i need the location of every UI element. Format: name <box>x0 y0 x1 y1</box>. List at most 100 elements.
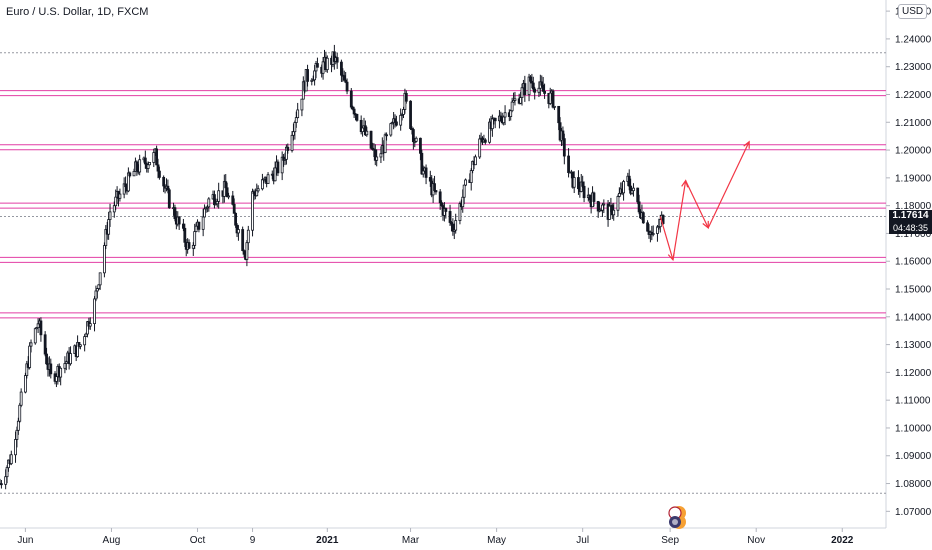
candle-body <box>55 376 58 382</box>
candle-body <box>365 130 369 136</box>
candle-body <box>103 245 106 274</box>
candle-body <box>93 298 96 325</box>
candle-body <box>321 61 325 74</box>
projection-segment <box>685 180 709 229</box>
tradingview-flag-logo-icon <box>668 506 686 529</box>
x-tick-label: Jul <box>576 535 589 546</box>
candle-body <box>531 82 535 90</box>
candle-body <box>411 129 415 143</box>
candle-body <box>4 476 8 485</box>
candle-body <box>97 284 101 289</box>
candle-body <box>581 181 585 187</box>
candle-body <box>290 134 294 151</box>
candle-body <box>201 216 205 230</box>
candle-body <box>296 109 300 119</box>
candle-body <box>421 170 425 175</box>
candle-body <box>5 467 9 478</box>
candle-body <box>28 345 32 368</box>
candle-body <box>409 100 412 129</box>
candle-body <box>448 211 452 223</box>
candle-body <box>286 146 290 151</box>
y-tick-label: 1.19000 <box>895 173 932 184</box>
x-tick-label: Mar <box>402 535 420 546</box>
candle-body <box>83 336 87 346</box>
candle-body <box>440 202 443 206</box>
candle-body <box>273 167 277 182</box>
candle-body <box>383 134 387 154</box>
candle-body <box>182 223 185 229</box>
candle-body <box>148 162 151 166</box>
candle-body <box>488 121 491 143</box>
y-tick-label: 1.20000 <box>895 146 932 157</box>
candle-body <box>359 119 363 133</box>
candle-body <box>414 137 418 142</box>
candle-body <box>548 92 552 104</box>
currency-badge[interactable]: USD <box>898 4 928 19</box>
candle-body <box>637 201 641 213</box>
candle-body <box>602 203 606 206</box>
candle-body <box>292 131 295 136</box>
candle-body <box>612 209 616 216</box>
candle-body <box>45 353 48 365</box>
candle-body <box>608 205 611 220</box>
candle-body <box>193 231 197 246</box>
candle-body <box>126 172 130 192</box>
y-tick-label: 1.08000 <box>895 479 932 490</box>
candle-body <box>438 191 442 204</box>
candle-body <box>325 57 329 71</box>
candle-body <box>420 152 424 175</box>
y-tick-label: 1.11000 <box>895 396 931 407</box>
candle-body <box>224 181 228 189</box>
candle-body <box>251 191 254 231</box>
candle-body <box>276 161 280 174</box>
candle-body <box>510 101 514 112</box>
x-tick-label: May <box>487 535 506 546</box>
candle-body <box>458 203 462 221</box>
x-tick-label: Sep <box>661 535 679 546</box>
candle-body <box>300 98 304 111</box>
candle-body <box>582 185 586 199</box>
candle-body <box>261 179 264 190</box>
projection-segment <box>659 216 674 261</box>
bar-countdown: 04:48:35 <box>892 223 929 234</box>
y-tick-label: 1.15000 <box>895 285 932 296</box>
candle-body <box>340 61 343 76</box>
candle-body <box>352 108 356 115</box>
candle-body <box>194 225 198 232</box>
candle-body <box>241 229 245 252</box>
candle-body <box>520 87 524 98</box>
candle-body <box>76 342 79 357</box>
candle-body <box>146 164 150 169</box>
candle-body <box>572 177 576 188</box>
candle-body <box>434 190 438 193</box>
candle-body <box>541 84 545 92</box>
candle-body <box>349 90 353 108</box>
candle-body <box>561 130 565 140</box>
chart-title: Euro / U.S. Dollar, 1D, FXCM <box>6 6 149 18</box>
candle-body <box>656 226 659 234</box>
candle-body <box>502 116 506 124</box>
x-tick-label: 2022 <box>831 535 854 546</box>
x-tick-label: Oct <box>190 535 206 546</box>
candle-body <box>177 216 181 225</box>
candle-body <box>43 334 47 355</box>
candle-body <box>519 97 522 104</box>
candle-body <box>464 179 467 186</box>
candle-body <box>379 153 383 158</box>
candle-body <box>335 57 339 63</box>
y-tick-label: 1.24000 <box>895 34 932 45</box>
candle-body <box>29 342 33 347</box>
candle-body <box>232 203 236 214</box>
candle-body <box>166 185 170 191</box>
x-tick-label: 9 <box>250 535 256 546</box>
candle-body <box>592 192 596 202</box>
candle-body <box>651 233 655 235</box>
projection-segment <box>672 180 687 260</box>
candle-body <box>64 361 68 364</box>
candle-body <box>152 152 156 163</box>
candle-body <box>404 92 408 102</box>
candle-body <box>227 195 230 198</box>
candle-body <box>124 183 127 188</box>
candle-body <box>36 323 40 329</box>
